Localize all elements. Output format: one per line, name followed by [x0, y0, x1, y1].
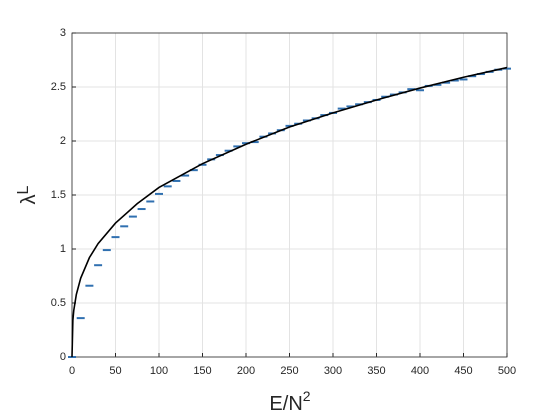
- x-tick-label: 400: [411, 365, 429, 377]
- x-tick-label: 300: [324, 365, 342, 377]
- fit-curve: [71, 66, 508, 358]
- y-axis-label: λL: [15, 185, 40, 204]
- x-tick-label: 150: [193, 365, 211, 377]
- x-tick-label: 0: [69, 365, 75, 377]
- y-tick-label: 2.5: [51, 81, 66, 93]
- plot-frame: [71, 32, 508, 358]
- x-axis-label: E/N2: [269, 388, 310, 416]
- y-tick-label: 0: [60, 351, 66, 363]
- y-tick-label: 2: [60, 135, 66, 147]
- x-tick-label: 350: [367, 365, 385, 377]
- y-label-subscript: L: [15, 185, 32, 194]
- x-label-base: E/N: [269, 393, 302, 415]
- x-tick-label: 200: [237, 365, 255, 377]
- y-tick-label: 1: [60, 243, 66, 255]
- y-tick-label: 1.5: [51, 189, 66, 201]
- y-tick-label: 3: [60, 27, 66, 39]
- x-tick-label: 50: [109, 365, 121, 377]
- x-tick-label: 450: [454, 365, 472, 377]
- x-tick-label: 100: [150, 365, 168, 377]
- x-label-superscript: 2: [303, 388, 311, 404]
- x-tick-label: 250: [280, 365, 298, 377]
- x-tick-label: 500: [498, 365, 516, 377]
- y-label-symbol: λ: [18, 194, 40, 204]
- y-tick-label: 0.5: [51, 297, 66, 309]
